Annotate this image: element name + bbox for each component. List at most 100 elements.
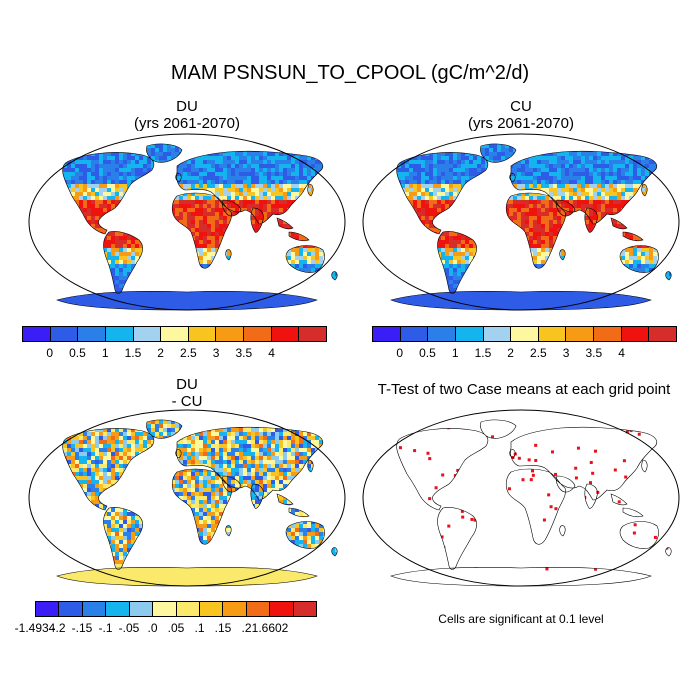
- map-cell: [111, 160, 115, 164]
- map-cell: [31, 140, 35, 144]
- map-cell: [27, 248, 31, 252]
- map-cell: [59, 188, 63, 192]
- map-cell: [421, 156, 425, 160]
- map-cell: [95, 264, 99, 268]
- map-cell: [485, 164, 489, 168]
- map-cell: [247, 144, 251, 148]
- map-cell: [87, 212, 91, 216]
- map-cell: [191, 304, 195, 308]
- map-cell: [469, 196, 473, 200]
- map-cell: [453, 148, 457, 152]
- map-cell: [175, 268, 179, 272]
- map-cell: [103, 200, 107, 204]
- map-cell: [131, 220, 135, 224]
- map-cell: [541, 196, 545, 200]
- map-cell: [147, 236, 151, 240]
- map-cell: [255, 188, 259, 192]
- map-cell: [163, 164, 167, 168]
- map-cell: [303, 200, 307, 204]
- map-cell: [303, 208, 307, 212]
- map-cell: [207, 276, 211, 280]
- map-cell: [215, 143, 219, 144]
- map-cell: [127, 208, 131, 212]
- map-cell: [473, 132, 477, 136]
- map-cell: [441, 196, 445, 200]
- map-cell: [263, 172, 267, 176]
- map-cell: [621, 156, 625, 160]
- map-cell: [239, 240, 243, 244]
- map-cell: [279, 272, 283, 276]
- map-cell: [199, 200, 203, 204]
- map-cell: [203, 296, 207, 300]
- map-cell: [319, 200, 323, 204]
- map-cell: [131, 284, 135, 288]
- map-cell: [331, 304, 335, 308]
- map-cell: [211, 292, 215, 296]
- map-cell: [473, 148, 477, 152]
- map-cell: [637, 196, 641, 200]
- map-cell: [163, 208, 167, 212]
- map-cell: [291, 188, 295, 192]
- map-cell: [433, 184, 437, 188]
- map-cell: [47, 172, 51, 176]
- map-cell: [473, 192, 477, 196]
- map-cell: [231, 256, 235, 260]
- map-cell: [91, 272, 95, 276]
- map-cell: [235, 300, 239, 304]
- map-cell: [103, 276, 107, 280]
- map-cell: [319, 304, 323, 308]
- map-cell: [207, 180, 211, 184]
- map-cell: [545, 176, 549, 180]
- map-cell: [207, 296, 211, 300]
- map-cell: [127, 236, 131, 240]
- map-cell: [227, 180, 231, 184]
- map-cell: [199, 268, 203, 272]
- map-cell: [231, 252, 235, 256]
- map-cell: [67, 184, 71, 188]
- map-cell: [315, 276, 319, 280]
- map-cell: [665, 144, 669, 148]
- map-cell: [107, 276, 111, 280]
- map-cell: [275, 228, 279, 232]
- map-cell: [163, 236, 167, 240]
- map-cell: [239, 144, 243, 148]
- map-cell: [75, 268, 79, 272]
- map-cell: [365, 136, 369, 140]
- map-cell: [617, 168, 621, 172]
- map-cell: [429, 136, 433, 140]
- map-cell: [31, 168, 35, 172]
- map-cell: [247, 208, 251, 212]
- map-cell: [315, 264, 319, 268]
- map-cell: [391, 184, 393, 188]
- map-cell: [227, 160, 231, 164]
- map-cell: [43, 236, 47, 240]
- map-cell: [295, 252, 299, 256]
- map-cell: [251, 196, 255, 200]
- map-cell: [183, 156, 187, 160]
- map-cell: [271, 184, 275, 188]
- map-cell: [461, 160, 465, 164]
- map-cell: [633, 176, 637, 180]
- map-cell: [517, 160, 521, 164]
- map-cell: [57, 248, 59, 252]
- map-cell: [657, 184, 661, 188]
- map-cell: [437, 188, 441, 192]
- map-cell: [263, 192, 267, 196]
- map-cell: [283, 236, 287, 240]
- map-cell: [323, 200, 327, 204]
- map-cell: [207, 184, 211, 188]
- map-cell: [513, 164, 517, 168]
- map-cell: [373, 144, 377, 148]
- map-cell: [589, 168, 593, 172]
- map-cell: [231, 280, 235, 284]
- map-cell: [613, 143, 617, 144]
- map-cell: [87, 304, 91, 308]
- map-cell: [215, 236, 219, 240]
- map-cell: [677, 192, 681, 196]
- map-cell: [485, 196, 489, 200]
- map-cell: [163, 204, 167, 208]
- map-cell: [525, 160, 529, 164]
- map-cell: [67, 216, 71, 220]
- map-cell: [433, 164, 437, 168]
- map-cell: [187, 192, 191, 196]
